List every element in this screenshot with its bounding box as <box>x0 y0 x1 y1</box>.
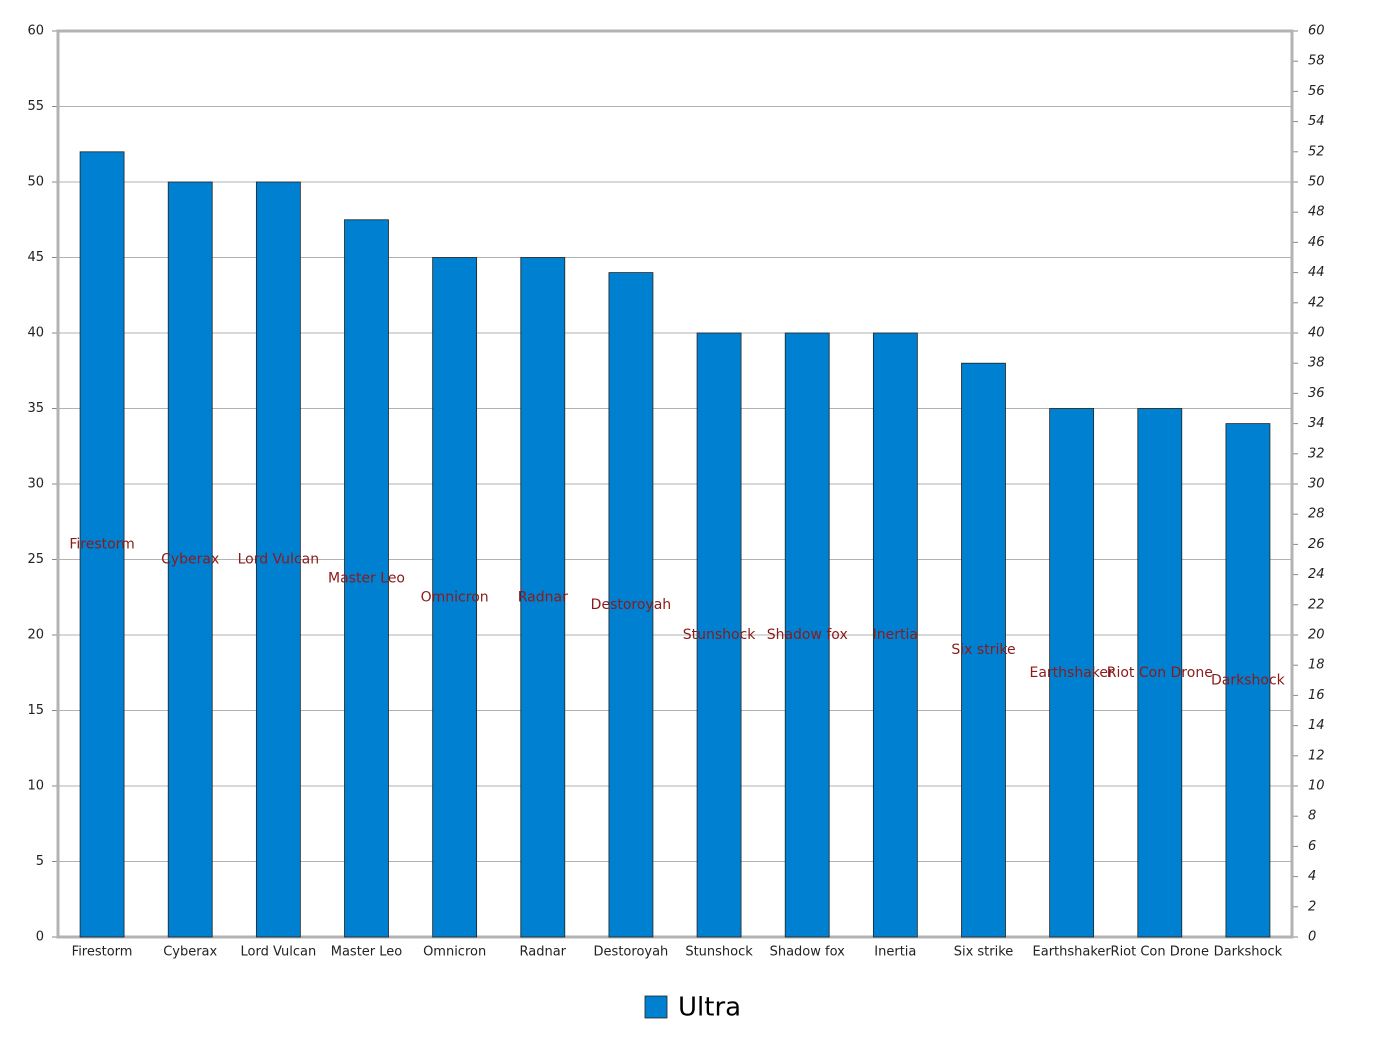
x-tick-label: Radnar <box>520 945 567 960</box>
y2-tick-label: 52 <box>1308 144 1325 159</box>
y2-tick-label: 14 <box>1308 718 1325 733</box>
data-label: Firestorm <box>69 536 134 552</box>
data-label: Stunshock <box>683 627 757 643</box>
y-tick-label: 55 <box>27 99 44 114</box>
bar <box>255 181 301 938</box>
y2-tick-label: 40 <box>1308 326 1325 341</box>
y2-tick-label: 6 <box>1308 839 1316 854</box>
y2-tick-label: 44 <box>1308 265 1325 280</box>
legend-swatch <box>644 995 668 1019</box>
y2-tick-label: 28 <box>1308 507 1325 522</box>
y2-tick-label: 30 <box>1308 477 1325 492</box>
x-tick-label: Master Leo <box>331 945 403 960</box>
bar <box>608 272 654 938</box>
data-label: Omnicron <box>421 589 489 605</box>
data-label: Destoroyah <box>591 597 672 613</box>
y2-tick-label: 46 <box>1308 235 1325 250</box>
bar <box>1049 408 1095 938</box>
bar <box>1225 423 1271 938</box>
y-tick-label: 45 <box>27 250 44 265</box>
x-tick-label: Cyberax <box>163 945 217 960</box>
bar <box>696 332 742 938</box>
y-tick-label: 35 <box>27 401 44 416</box>
y-tick-label: 20 <box>27 628 44 643</box>
data-label: Darkshock <box>1211 672 1286 688</box>
y2-tick-label: 54 <box>1308 114 1325 129</box>
y2-tick-label: 4 <box>1308 869 1316 884</box>
bar <box>520 257 566 938</box>
x-tick-label: Earthshaker <box>1033 945 1112 960</box>
y-tick-label: 10 <box>27 779 44 794</box>
y2-tick-label: 34 <box>1308 416 1325 431</box>
y2-tick-label: 38 <box>1308 356 1325 371</box>
x-tick-label: Riot Con Drone <box>1111 945 1210 960</box>
y2-tick-label: 0 <box>1308 930 1316 945</box>
y2-tick-label: 20 <box>1308 628 1325 643</box>
y2-tick-label: 16 <box>1308 688 1325 703</box>
bar <box>167 181 213 938</box>
y-tick-label: 15 <box>27 703 44 718</box>
data-label: Riot Con Drone <box>1107 665 1213 681</box>
y2-tick-label: 58 <box>1308 54 1325 69</box>
y-tick-label: 40 <box>27 326 44 341</box>
y2-tick-label: 26 <box>1308 537 1325 552</box>
y2-tick-label: 8 <box>1308 809 1316 824</box>
y-tick-label: 0 <box>36 930 44 945</box>
bar <box>79 151 125 938</box>
y2-tick-label: 22 <box>1308 597 1325 612</box>
data-label: Lord Vulcan <box>238 552 320 568</box>
y2-tick-label: 42 <box>1308 295 1325 310</box>
legend-label: Ultra <box>678 993 741 1023</box>
y2-tick-label: 24 <box>1308 567 1325 582</box>
data-label: Shadow fox <box>767 627 848 643</box>
x-tick-label: Firestorm <box>72 945 133 960</box>
x-tick-label: Omnicron <box>423 945 486 960</box>
x-tick-label: Destoroyah <box>594 945 669 960</box>
data-label: Radnar <box>518 589 568 605</box>
x-tick-label: Shadow fox <box>770 945 846 960</box>
bar <box>344 219 389 938</box>
bar <box>432 257 478 938</box>
y2-tick-label: 56 <box>1308 84 1325 99</box>
y-tick-label: 25 <box>27 552 44 567</box>
y2-tick-label: 48 <box>1308 205 1325 220</box>
y-tick-label: 30 <box>27 477 44 492</box>
x-tick-label: Lord Vulcan <box>241 945 317 960</box>
y2-tick-label: 18 <box>1308 658 1325 673</box>
plot-border <box>56 29 1294 939</box>
data-label: Earthshaker <box>1030 665 1115 681</box>
y2-tick-label: 60 <box>1308 24 1325 39</box>
data-label: Six strike <box>951 642 1015 658</box>
y2-tick-label: 32 <box>1308 446 1325 461</box>
x-tick-label: Darkshock <box>1214 945 1283 960</box>
y-tick-label: 5 <box>36 854 44 869</box>
bar <box>961 362 1006 938</box>
x-tick-label: Stunshock <box>685 945 753 960</box>
x-tick-label: Six strike <box>954 945 1014 960</box>
y2-tick-label: 12 <box>1308 748 1325 763</box>
data-label: Inertia <box>873 627 918 643</box>
y-tick-label: 50 <box>27 175 44 190</box>
y2-tick-label: 10 <box>1308 779 1325 794</box>
y2-tick-label: 36 <box>1308 386 1325 401</box>
bar <box>1137 408 1183 938</box>
y-tick-label: 60 <box>27 24 44 39</box>
y2-tick-label: 50 <box>1308 175 1325 190</box>
bar <box>784 332 830 938</box>
data-label: Cyberax <box>161 552 219 568</box>
data-label: Master Leo <box>328 570 405 586</box>
x-tick-label: Inertia <box>874 945 916 960</box>
y2-tick-label: 2 <box>1308 899 1316 914</box>
bar <box>872 332 918 938</box>
